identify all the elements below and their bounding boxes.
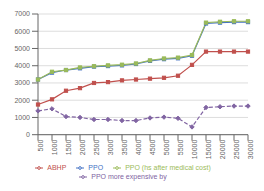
- svg-text:5000: 5000: [163, 140, 170, 156]
- svg-text:500: 500: [37, 140, 44, 152]
- svg-text:6000: 6000: [14, 28, 30, 35]
- svg-text:0: 0: [26, 131, 30, 138]
- svg-text:1500: 1500: [65, 140, 72, 156]
- svg-text:7000: 7000: [14, 10, 30, 17]
- html-text:ABHP: ABHP: [47, 163, 67, 171]
- html-text:PPO more expensive by: PPO more expensive by: [91, 172, 167, 180]
- svg-text:1000: 1000: [51, 140, 58, 156]
- svg-text:2500: 2500: [93, 140, 100, 156]
- svg-text:1000: 1000: [14, 114, 30, 121]
- svg-text:3000: 3000: [14, 79, 30, 86]
- svg-text:30000: 30000: [247, 140, 254, 160]
- svg-text:3500: 3500: [121, 140, 128, 156]
- svg-text:4000: 4000: [135, 140, 142, 156]
- svg-text:3000: 3000: [107, 140, 114, 156]
- svg-text:20000: 20000: [219, 140, 226, 160]
- html-text:PPO (hs after medical cost): PPO (hs after medical cost): [125, 163, 211, 171]
- svg-text:2000: 2000: [14, 97, 30, 104]
- svg-text:4500: 4500: [149, 140, 156, 156]
- svg-text:25000: 25000: [233, 140, 240, 160]
- svg-text:5500: 5500: [177, 140, 184, 156]
- html-text:PPO: PPO: [88, 163, 104, 171]
- svg-text:10000: 10000: [191, 140, 198, 160]
- svg-text:2000: 2000: [79, 140, 86, 156]
- svg-text:4000: 4000: [14, 62, 30, 69]
- svg-text:15000: 15000: [205, 140, 212, 160]
- svg-text:5000: 5000: [14, 45, 30, 52]
